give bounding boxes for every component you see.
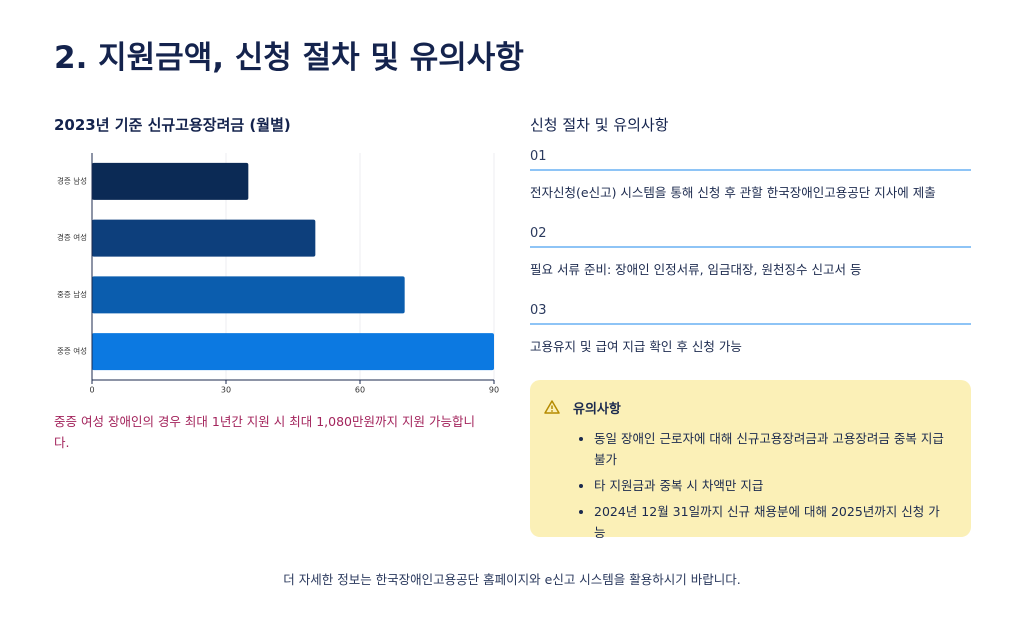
caution-item: 타 지원금과 중복 시 차액만 지급 [594,475,949,496]
y-tick-label: 경증 남성 [57,175,87,185]
bar [92,276,405,314]
chart-title: 2023년 기준 신규고용장려금 (월별) [54,116,291,134]
x-tick-label: 0 [89,386,94,395]
step-text: 전자신청(e신고) 시스템을 통해 신청 후 관할 한국장애인고용공단 지사에 … [530,185,936,200]
caution-item: 동일 장애인 근로자에 대해 신규고용장려금과 고용장려금 중복 지급 불가 [594,428,949,470]
warning-icon [544,400,560,414]
caution-item: 2024년 12월 31일까지 신규 채용분에 대해 2025년까지 신청 가능 [594,501,949,543]
y-tick-label: 중증 여성 [57,346,87,356]
caution-list: 동일 장애인 근로자에 대해 신규고용장려금과 고용장려금 중복 지급 불가타 … [574,428,949,548]
x-tick-label: 90 [489,386,499,395]
footer: 더 자세한 정보는 한국장애인고용공단 홈페이지와 e신고 시스템을 활용하시기… [283,572,741,587]
y-tick-label: 경증 여성 [57,232,87,242]
bar [92,219,316,257]
procedure-heading: 신청 절차 및 유의사항 [530,116,669,134]
y-tick-label: 중증 남성 [57,290,87,299]
caution-title: 유의사항 [573,402,621,417]
x-tick-label: 30 [221,386,231,395]
step-divider [530,246,971,248]
step-divider [530,169,971,171]
page-title: 2. 지원금액, 신청 절차 및 유의사항 [54,40,524,76]
x-tick-label: 60 [355,386,365,395]
step-number: 02 [530,226,547,241]
step-divider [530,323,971,325]
bar [92,333,494,371]
bar [92,162,249,200]
step-text: 고용유지 및 급여 지급 확인 후 신청 가능 [530,339,742,354]
step-text: 필요 서류 준비: 장애인 인정서류, 임금대장, 원천징수 신고서 등 [530,262,862,277]
chart-annotation: 중증 여성 장애인의 경우 최대 1년간 지원 시 최대 1,080만원까지 지… [54,414,475,450]
step-number: 03 [530,303,547,318]
step-number: 01 [530,149,547,164]
caution-box: 유의사항 동일 장애인 근로자에 대해 신규고용장려금과 고용장려금 중복 지급… [530,380,971,540]
